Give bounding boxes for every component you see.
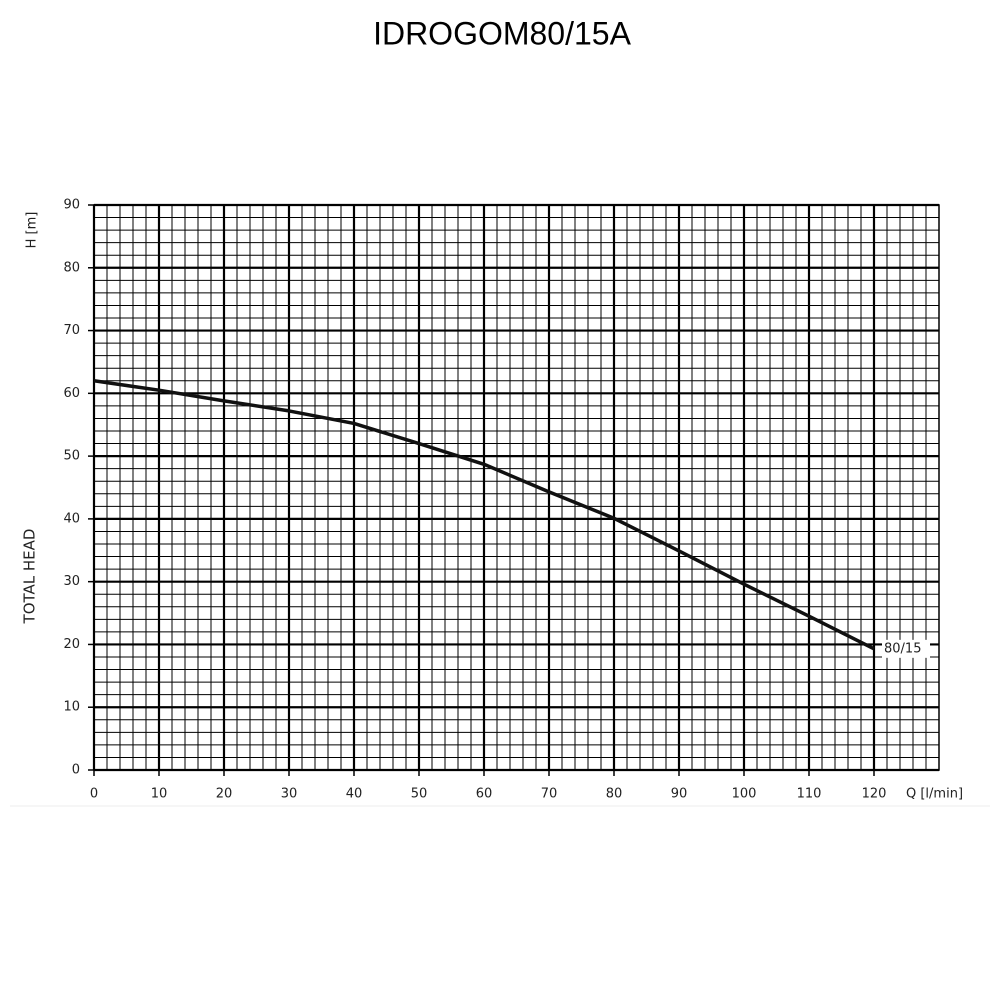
y-axis-title: TOTAL HEAD xyxy=(21,529,39,625)
series-label: 80/15 xyxy=(884,641,921,656)
y-tick-label: 50 xyxy=(63,449,80,464)
y-tick-label: 70 xyxy=(63,323,80,338)
y-tick-label: 90 xyxy=(63,198,80,213)
y-tick-label: 60 xyxy=(63,386,80,401)
x-tick-label: 10 xyxy=(151,787,168,802)
y-tick-label: 0 xyxy=(72,763,80,778)
x-tick-label: 0 xyxy=(90,787,98,802)
series-label-bg xyxy=(882,639,930,658)
series-line xyxy=(93,379,875,651)
x-tick-label: 20 xyxy=(216,787,233,802)
x-tick-label: 40 xyxy=(346,787,363,802)
y-tick-label: 20 xyxy=(63,637,80,652)
x-tick-label: 100 xyxy=(732,787,757,802)
y-tick-label: 40 xyxy=(63,511,80,526)
y-tick-label: 80 xyxy=(63,260,80,275)
x-tick-label: 110 xyxy=(797,787,822,802)
x-tick-label: 30 xyxy=(281,787,298,802)
plot-frame xyxy=(93,204,940,771)
y-tick-label: 10 xyxy=(63,700,80,715)
y-axis-unit: H [m] xyxy=(25,212,40,249)
y-tick-label: 30 xyxy=(63,574,80,589)
x-axis-title: Q [l/min] xyxy=(906,787,963,802)
x-tick-label: 60 xyxy=(476,787,493,802)
x-tick-label: 50 xyxy=(411,787,428,802)
x-tick-label: 90 xyxy=(671,787,688,802)
x-tick-label: 80 xyxy=(606,787,623,802)
x-tick-label: 70 xyxy=(541,787,558,802)
x-tick-label: 120 xyxy=(862,787,887,802)
chart-title: IDROGOM80/15A xyxy=(373,15,632,51)
